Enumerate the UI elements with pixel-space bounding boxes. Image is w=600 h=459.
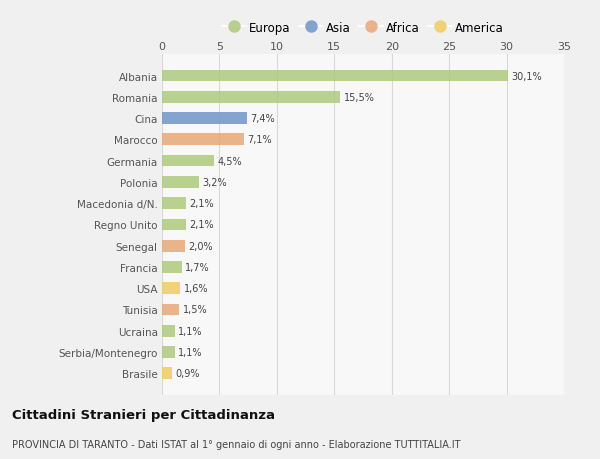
Text: 4,5%: 4,5% (217, 156, 242, 166)
Bar (162, 283, 181, 294)
Bar (162, 347, 175, 358)
Bar (162, 198, 186, 209)
Text: 1,1%: 1,1% (178, 326, 203, 336)
Bar (162, 71, 508, 82)
Text: 0,9%: 0,9% (176, 369, 200, 379)
Text: 3,2%: 3,2% (202, 178, 227, 187)
Bar (162, 134, 244, 146)
Bar (162, 325, 175, 337)
Text: 2,0%: 2,0% (188, 241, 213, 251)
Text: Cittadini Stranieri per Cittadinanza: Cittadini Stranieri per Cittadinanza (12, 408, 275, 421)
Text: 1,6%: 1,6% (184, 284, 208, 294)
Text: 2,1%: 2,1% (190, 199, 214, 209)
Text: 1,1%: 1,1% (178, 347, 203, 357)
Bar (162, 92, 340, 103)
Legend: Europa, Asia, Africa, America: Europa, Asia, Africa, America (217, 17, 509, 39)
Bar (162, 368, 172, 379)
Text: 2,1%: 2,1% (190, 220, 214, 230)
Text: 30,1%: 30,1% (511, 71, 542, 81)
Bar (162, 262, 182, 273)
Text: 7,4%: 7,4% (250, 114, 275, 124)
Text: 1,5%: 1,5% (182, 305, 207, 315)
Text: 1,7%: 1,7% (185, 263, 209, 272)
Text: 7,1%: 7,1% (247, 135, 272, 145)
Text: PROVINCIA DI TARANTO - Dati ISTAT al 1° gennaio di ogni anno - Elaborazione TUTT: PROVINCIA DI TARANTO - Dati ISTAT al 1° … (12, 440, 461, 449)
Bar (162, 156, 214, 167)
Bar (162, 113, 247, 125)
Bar (162, 177, 199, 188)
Bar (162, 304, 179, 316)
Bar (162, 219, 186, 231)
Bar (162, 241, 185, 252)
Text: 15,5%: 15,5% (343, 93, 374, 102)
